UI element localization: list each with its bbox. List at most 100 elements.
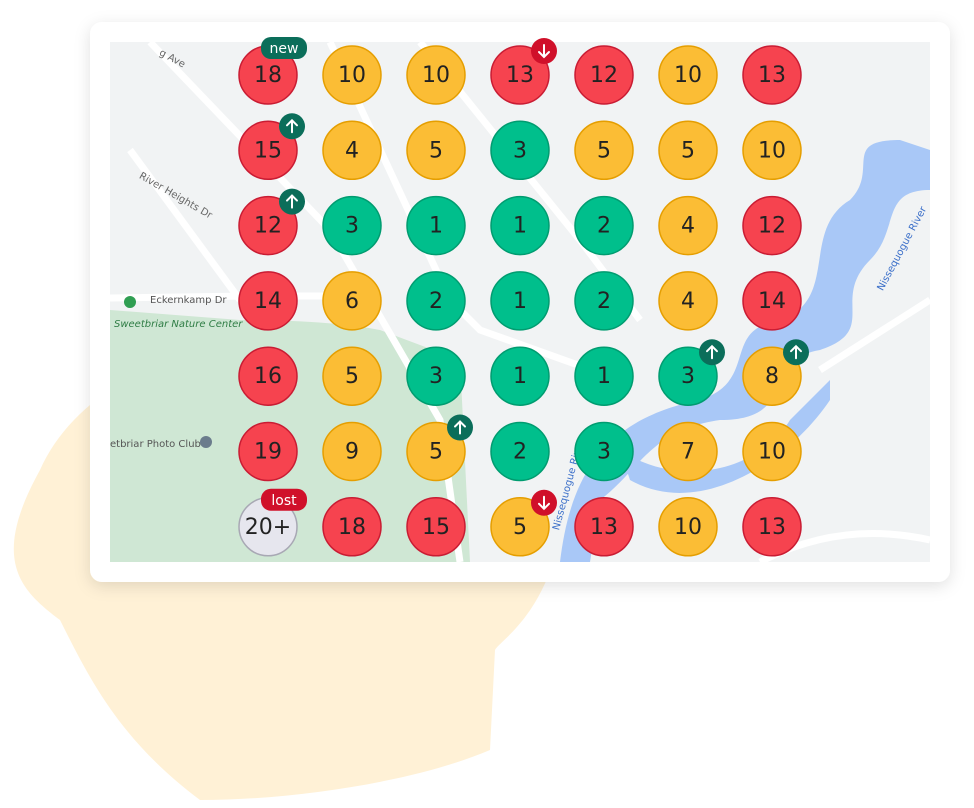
rank-value: 10	[758, 138, 786, 163]
rank-circle	[742, 346, 802, 406]
status-badge	[261, 37, 307, 59]
rank-value: 10	[422, 63, 450, 88]
rank-circle	[574, 271, 634, 331]
rank-value: 5	[681, 138, 695, 163]
rank-circle	[406, 45, 466, 105]
rank-circle	[658, 120, 718, 181]
map-label: etbriar Photo Club	[110, 439, 201, 450]
rank-value: 1	[597, 364, 611, 389]
rank-circle	[490, 271, 550, 331]
rank-circle	[322, 45, 382, 105]
rank-value: 2	[597, 214, 611, 239]
rank-value: 2	[513, 440, 527, 465]
rank-value: 20+	[245, 515, 291, 540]
rank-circle	[238, 346, 298, 406]
rank-value: 1	[429, 214, 443, 239]
rank-value: 14	[254, 289, 282, 314]
place-pin	[200, 436, 212, 448]
rank-value: 10	[674, 515, 702, 540]
rank-value: 12	[254, 214, 282, 239]
rank-value: 16	[254, 364, 282, 389]
rank-value: 15	[422, 515, 450, 540]
rank-circle	[490, 195, 550, 256]
rank-value: 1	[513, 214, 527, 239]
rank-value: 2	[429, 289, 443, 314]
rank-circle	[658, 195, 718, 256]
rank-circle	[742, 271, 802, 331]
rank-value: 1	[513, 289, 527, 314]
rank-value: 8	[765, 364, 779, 389]
rank-circle	[406, 195, 466, 256]
rank-circle	[406, 421, 466, 482]
rank-circle	[658, 346, 718, 406]
rank-circle	[406, 271, 466, 331]
status-badge	[261, 488, 307, 511]
rank-circle	[406, 346, 466, 406]
river	[560, 140, 930, 562]
rank-circle	[322, 271, 382, 331]
rank-value: 18	[254, 63, 282, 88]
rank-circle	[658, 271, 718, 331]
map-label: Sweetbriar Nature Center	[114, 319, 243, 330]
rank-value: 15	[254, 138, 282, 163]
rank-value: 12	[758, 214, 786, 239]
rank-circle	[742, 421, 802, 482]
status-badge-text: new	[270, 41, 299, 57]
rank-circle	[322, 120, 382, 181]
rank-value: 6	[345, 289, 359, 314]
rank-circle	[574, 45, 634, 105]
rank-circle	[742, 45, 802, 105]
rank-value: 10	[338, 63, 366, 88]
rank-circle	[574, 120, 634, 181]
rank-value: 10	[674, 63, 702, 88]
rank-circle	[406, 120, 466, 181]
rank-value: 14	[758, 289, 786, 314]
rank-circle	[490, 45, 550, 105]
trend-arrow	[706, 344, 718, 360]
rank-value: 4	[345, 138, 359, 163]
rank-circle	[490, 421, 550, 482]
rank-circle	[658, 45, 718, 105]
rank-circle	[658, 497, 718, 557]
trend-arrow	[454, 420, 466, 435]
rank-circle	[574, 346, 634, 406]
rank-circle	[322, 195, 382, 256]
rank-circle	[490, 497, 550, 557]
rank-circle	[238, 421, 298, 482]
trend-arrow	[286, 118, 298, 134]
rank-value: 2	[597, 289, 611, 314]
rank-value: 18	[338, 515, 366, 540]
rank-value: 7	[681, 440, 695, 465]
rank-value: 9	[345, 440, 359, 465]
rank-value: 5	[429, 138, 443, 163]
rank-circle	[658, 421, 718, 482]
rank-value: 5	[429, 440, 443, 465]
rank-value: 3	[513, 138, 527, 163]
rank-circle	[574, 421, 634, 482]
rank-value: 4	[681, 289, 695, 314]
rank-value: 13	[590, 515, 618, 540]
rank-circle	[742, 195, 802, 256]
rank-circle	[406, 497, 466, 557]
rank-circle	[238, 195, 298, 256]
rank-value: 4	[681, 214, 695, 239]
rank-value: 10	[758, 440, 786, 465]
rank-circle	[574, 497, 634, 557]
rank-value: 12	[590, 63, 618, 88]
rank-value: 3	[681, 364, 695, 389]
status-badge-text: lost	[271, 493, 297, 509]
rank-value: 3	[429, 364, 443, 389]
rank-circle	[742, 120, 802, 181]
park-pin	[124, 296, 136, 308]
rank-circle	[238, 120, 298, 181]
rank-value: 1	[513, 364, 527, 389]
rank-value: 19	[254, 440, 282, 465]
rank-value: 5	[597, 138, 611, 163]
rank-value: 3	[597, 440, 611, 465]
rank-value: 3	[345, 214, 359, 239]
rank-circle	[238, 271, 298, 331]
rank-value: 5	[513, 515, 527, 540]
